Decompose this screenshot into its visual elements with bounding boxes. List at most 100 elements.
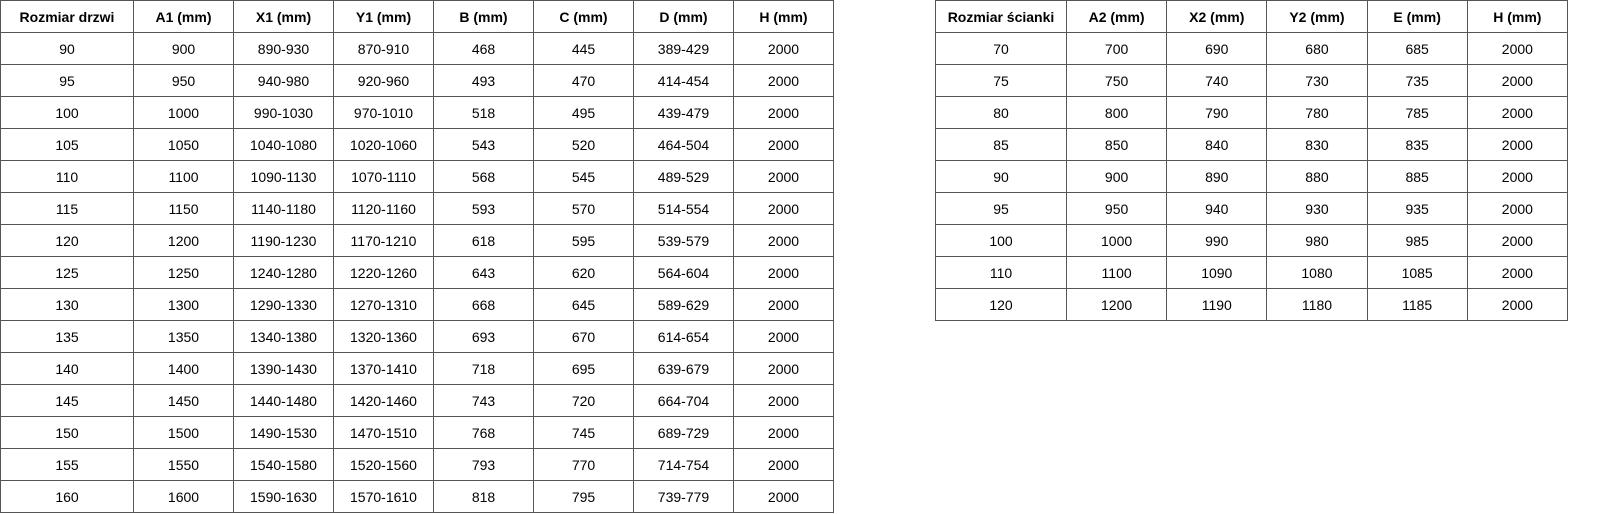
table-cell: 120 [935,288,1067,321]
table-cell: 718 [433,352,534,385]
table-cell: 900 [133,32,234,65]
table-cell: 1190 [1166,288,1268,321]
table-cell: 985 [1366,224,1468,257]
table-cell: 1540-1580 [233,448,334,481]
table-cell: 1020-1060 [333,128,434,161]
table-row: 120 1200 1190-1230 1170-1210 618 595 539-579 20… [0,224,834,257]
table-cell: 2000 [733,224,834,257]
table-row: 110 1100 1090 1080 1085 2000 [935,256,1569,289]
table-cell: 750 [1065,64,1168,97]
table-cell: 990 [1166,224,1268,257]
table-cell: 935 [1366,192,1468,225]
wall-size-table: Rozmiar ścianki A2 (mm) X2 (mm) Y2 (mm) E (m… [935,0,1569,321]
column-header: C (mm) [533,0,634,33]
table-cell: 493 [433,64,534,97]
table-row: 80 800 790 780 785 2000 [935,96,1569,129]
table-cell: 1400 [133,352,234,385]
table-cell: 545 [533,160,634,193]
table-cell: 1590-1630 [233,480,334,513]
table-cell: 464-504 [633,128,734,161]
table-cell: 740 [1166,64,1268,97]
table-cell: 714-754 [633,448,734,481]
column-header: B (mm) [433,0,534,33]
table-cell: 75 [935,64,1067,97]
table-row: 140 1400 1390-1430 1370-1410 718 695 639-679 20… [0,352,834,385]
table-cell: 1420-1460 [333,384,434,417]
table-cell: 85 [935,128,1067,161]
table-cell: 1200 [1065,288,1168,321]
table-cell: 1000 [1065,224,1168,257]
table-cell: 2000 [733,96,834,129]
table-row: 105 1050 1040-1080 1020-1060 543 520 464-504 20… [0,128,834,161]
column-header: Rozmiar ścianki [935,0,1067,33]
table-cell: 1180 [1266,288,1368,321]
table-row: 125 1250 1240-1280 1220-1260 643 620 564-604 20… [0,256,834,289]
table-cell: 890 [1166,160,1268,193]
table-cell: 618 [433,224,534,257]
table-cell: 2000 [733,352,834,385]
table-row: 70 700 690 680 685 2000 [935,32,1569,65]
table-cell: 745 [533,416,634,449]
table-cell: 140 [0,352,134,385]
table-cell: 2000 [733,288,834,321]
table-cell: 2000 [1466,64,1569,97]
table-cell: 1080 [1266,256,1368,289]
table-cell: 664-704 [633,384,734,417]
table-cell: 2000 [1466,192,1569,225]
table-cell: 695 [533,352,634,385]
table-cell: 950 [1065,192,1168,225]
table-cell: 518 [433,96,534,129]
table-cell: 1100 [1065,256,1168,289]
table-cell: 2000 [733,160,834,193]
column-header: X2 (mm) [1166,0,1268,33]
table-cell: 785 [1366,96,1468,129]
table-cell: 643 [433,256,534,289]
table-row: 95 950 940-980 920-960 493 470 414-454 2000 [0,64,834,97]
table-cell: 1000 [133,96,234,129]
table-cell: 1490-1530 [233,416,334,449]
table-cell: 830 [1266,128,1368,161]
table-cell: 125 [0,256,134,289]
table-cell: 970-1010 [333,96,434,129]
table-cell: 1470-1510 [333,416,434,449]
table-row: 115 1150 1140-1180 1120-1160 593 570 514-554 20… [0,192,834,225]
table-row: 150 1500 1490-1530 1470-1510 768 745 689-729 20… [0,416,834,449]
table-cell: 620 [533,256,634,289]
table-cell: 795 [533,480,634,513]
table-row: 160 1600 1590-1630 1570-1610 818 795 739-779 20… [0,480,834,513]
table-cell: 95 [935,192,1067,225]
table-cell: 2000 [1466,96,1569,129]
table-cell: 120 [0,224,134,257]
table-row: 155 1550 1540-1580 1520-1560 793 770 714-754 20… [0,448,834,481]
table-cell: 780 [1266,96,1368,129]
table-cell: 685 [1366,32,1468,65]
column-header: Y1 (mm) [333,0,434,33]
table-row: 100 1000 990-1030 970-1010 518 495 439-479 2000 [0,96,834,129]
table-cell: 1120-1160 [333,192,434,225]
table-cell: 439-479 [633,96,734,129]
table-cell: 614-654 [633,320,734,353]
table-cell: 593 [433,192,534,225]
table-cell: 1070-1110 [333,160,434,193]
table-cell: 1300 [133,288,234,321]
column-header: A1 (mm) [133,0,234,33]
table-cell: 690 [1166,32,1268,65]
table-row: 130 1300 1290-1330 1270-1310 668 645 589-629 20… [0,288,834,321]
table-cell: 2000 [733,32,834,65]
table-cell: 1040-1080 [233,128,334,161]
column-header: H (mm) [733,0,834,33]
table-cell: 950 [133,64,234,97]
table-cell: 739-779 [633,480,734,513]
table-cell: 2000 [1466,32,1569,65]
table-cell: 80 [935,96,1067,129]
table-cell: 680 [1266,32,1368,65]
table-cell: 155 [0,448,134,481]
table-cell: 1520-1560 [333,448,434,481]
table-cell: 743 [433,384,534,417]
table-cell: 2000 [733,64,834,97]
table-cell: 1440-1480 [233,384,334,417]
table-cell: 1090-1130 [233,160,334,193]
table-cell: 800 [1065,96,1168,129]
table-cell: 2000 [1466,160,1569,193]
table-row: 120 1200 1190 1180 1185 2000 [935,288,1569,321]
